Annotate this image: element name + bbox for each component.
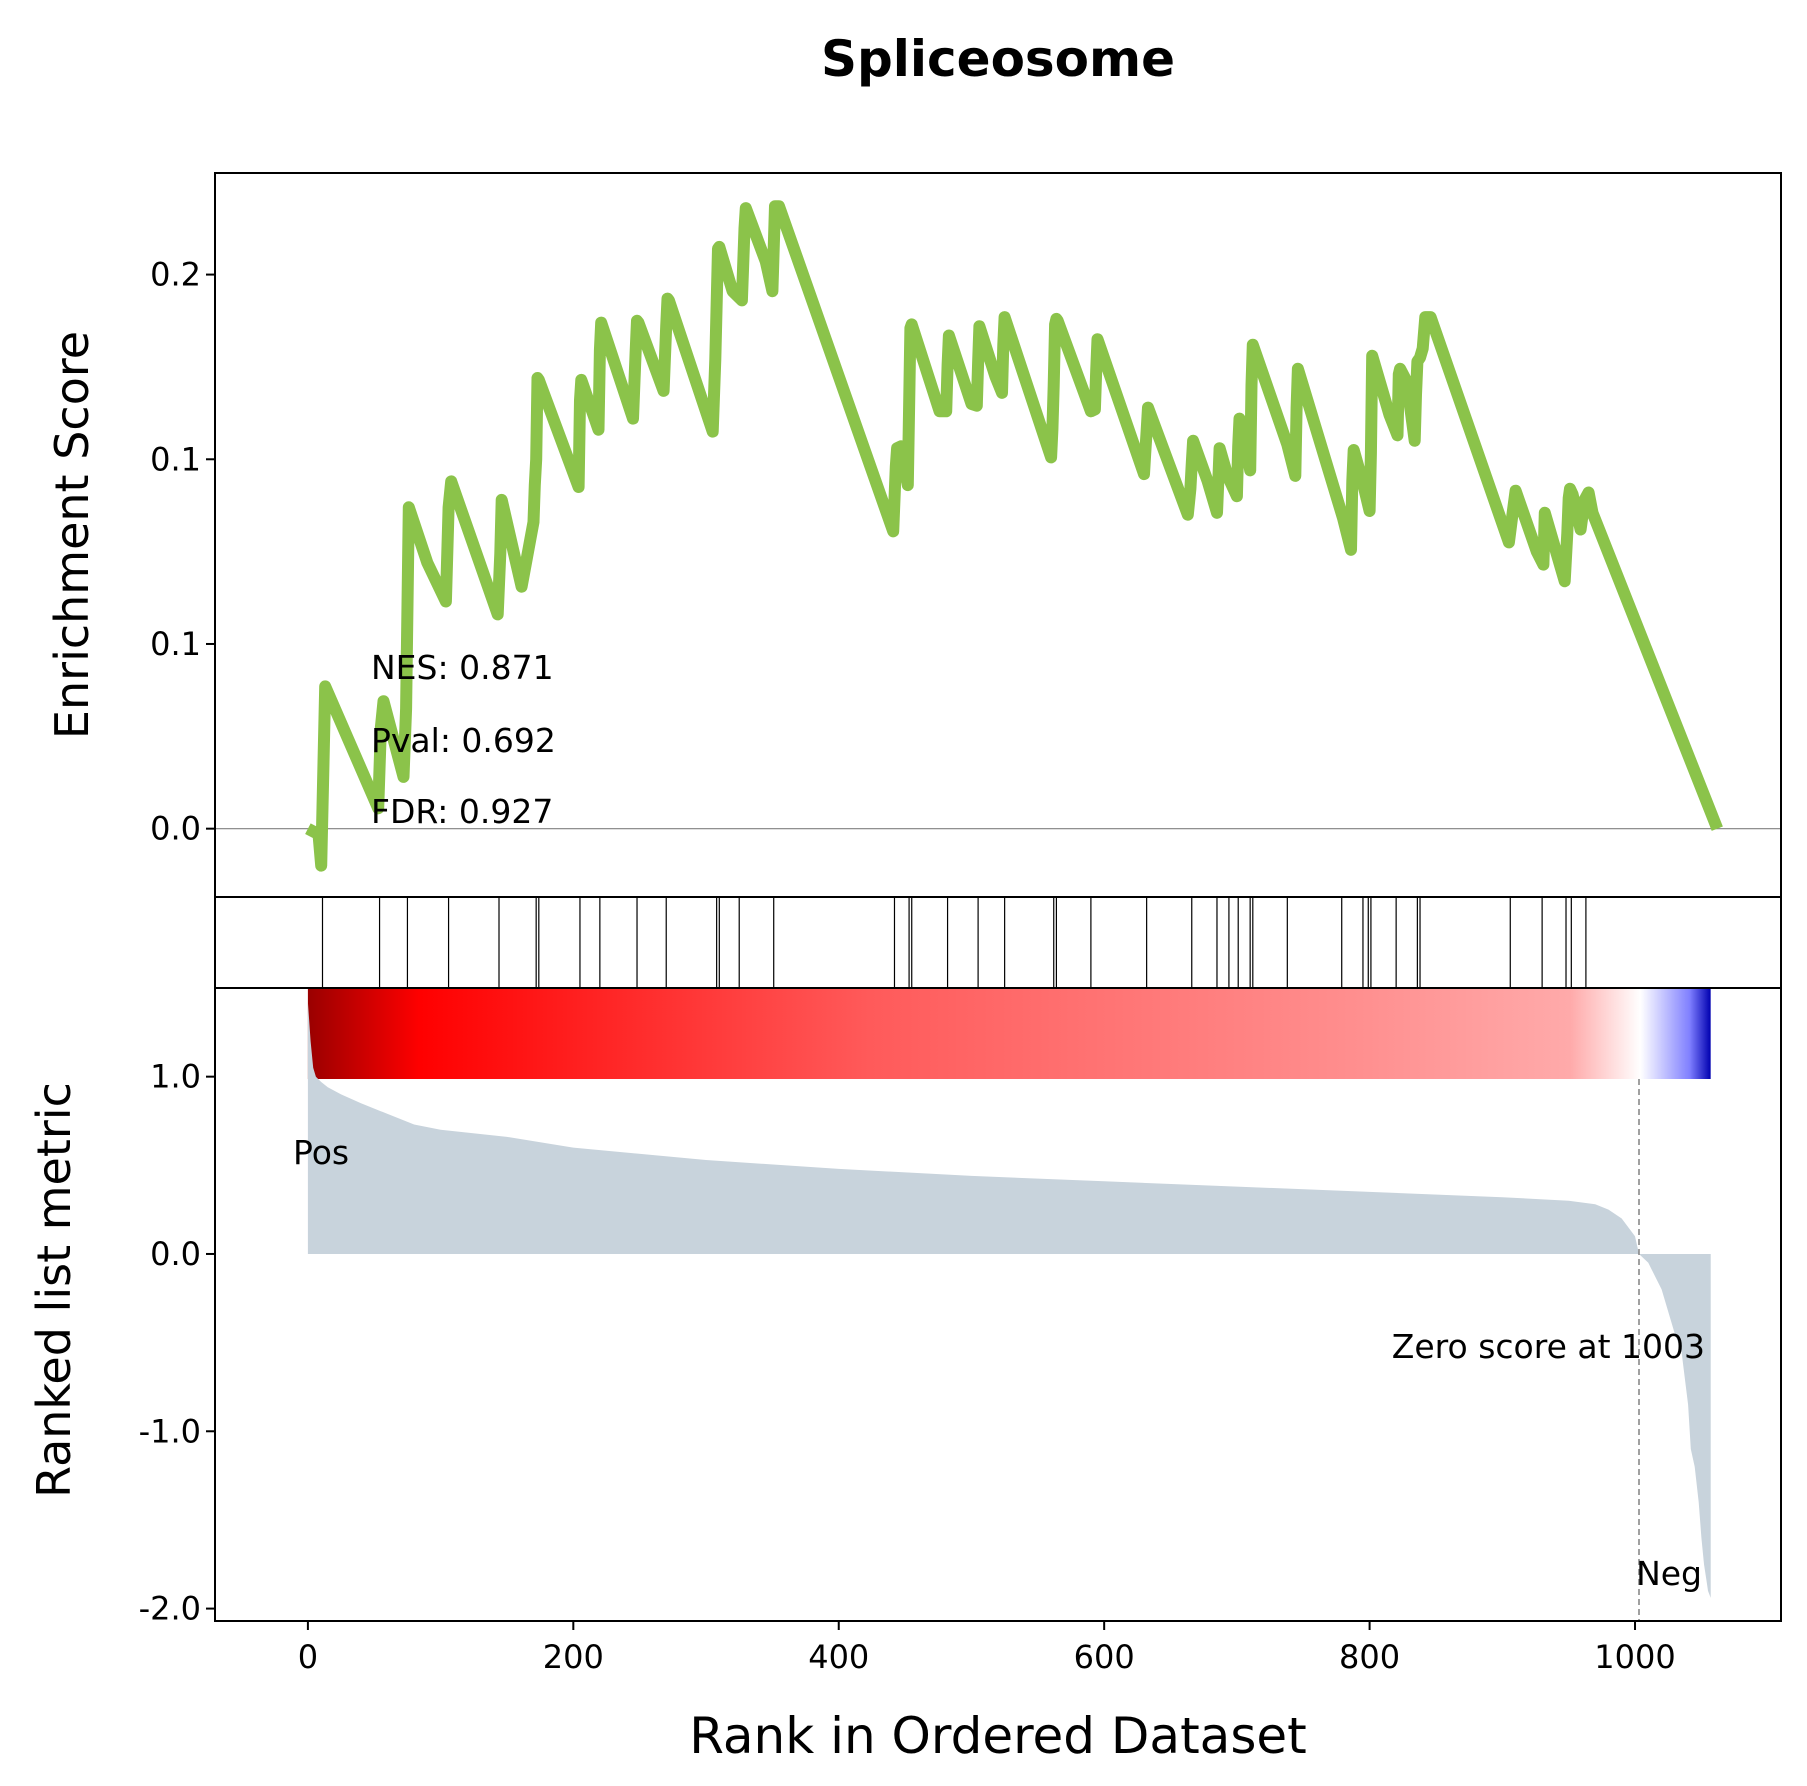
es-y-tick-label: 0.2 [150,256,201,294]
es-y-tick-label: 0.0 [150,810,201,848]
metric-panel: 1.0 0.0 -1.0 -2.0 Pos Neg Zero score at 100… [27,987,1782,1628]
es-y-tick-label: 0.1 [150,625,201,663]
es-curve [305,200,1723,872]
es-y-ticks: 0.0 0.1 0.1 0.2 [150,256,215,848]
fdr-stat: FDR: 0.927 [371,792,553,831]
pval-stat: Pval: 0.692 [371,721,556,760]
metric-y-tick-label: -2.0 [139,1590,201,1628]
metric-y-ticks: 1.0 0.0 -1.0 -2.0 [139,1058,215,1628]
x-axis-label: Rank in Ordered Dataset [689,1707,1306,1765]
x-tick-label: 0 [298,1638,318,1676]
neg-label: Neg [1636,1554,1702,1593]
x-tick-label: 1000 [1594,1638,1675,1676]
hits-frame [214,896,1782,989]
rank-heatbar [307,988,1711,1079]
hits-panel [214,896,1782,989]
es-y-tick-label: 0.1 [150,440,201,478]
x-tick-label: 400 [808,1638,869,1676]
metric-frame [214,987,1782,1622]
pos-label: Pos [293,1133,349,1172]
metric-y-tick-label: 1.0 [150,1058,201,1096]
metric-y-tick-label: 0.0 [150,1235,201,1273]
zero-score-label: Zero score at 1003 [1392,1327,1705,1366]
x-tick-label: 800 [1339,1638,1400,1676]
x-axis-ticks: 0 200 400 600 800 1000 [298,1621,1676,1676]
nes-stat: NES: 0.871 [371,648,554,687]
metric-area [307,1002,1711,1598]
chart-title: Spliceosome [821,30,1175,88]
metric-y-tick-label: -1.0 [139,1412,201,1450]
x-tick-label: 600 [1074,1638,1135,1676]
metric-y-axis-label: Ranked list metric [27,1082,81,1498]
es-panel: 0.0 0.1 0.1 0.2 NES: 0.871 Pval: 0.692 FDR:… [45,172,1782,898]
hit-lines [321,897,1587,988]
x-tick-label: 200 [543,1638,604,1676]
es-y-axis-label: Enrichment Score [45,331,99,739]
